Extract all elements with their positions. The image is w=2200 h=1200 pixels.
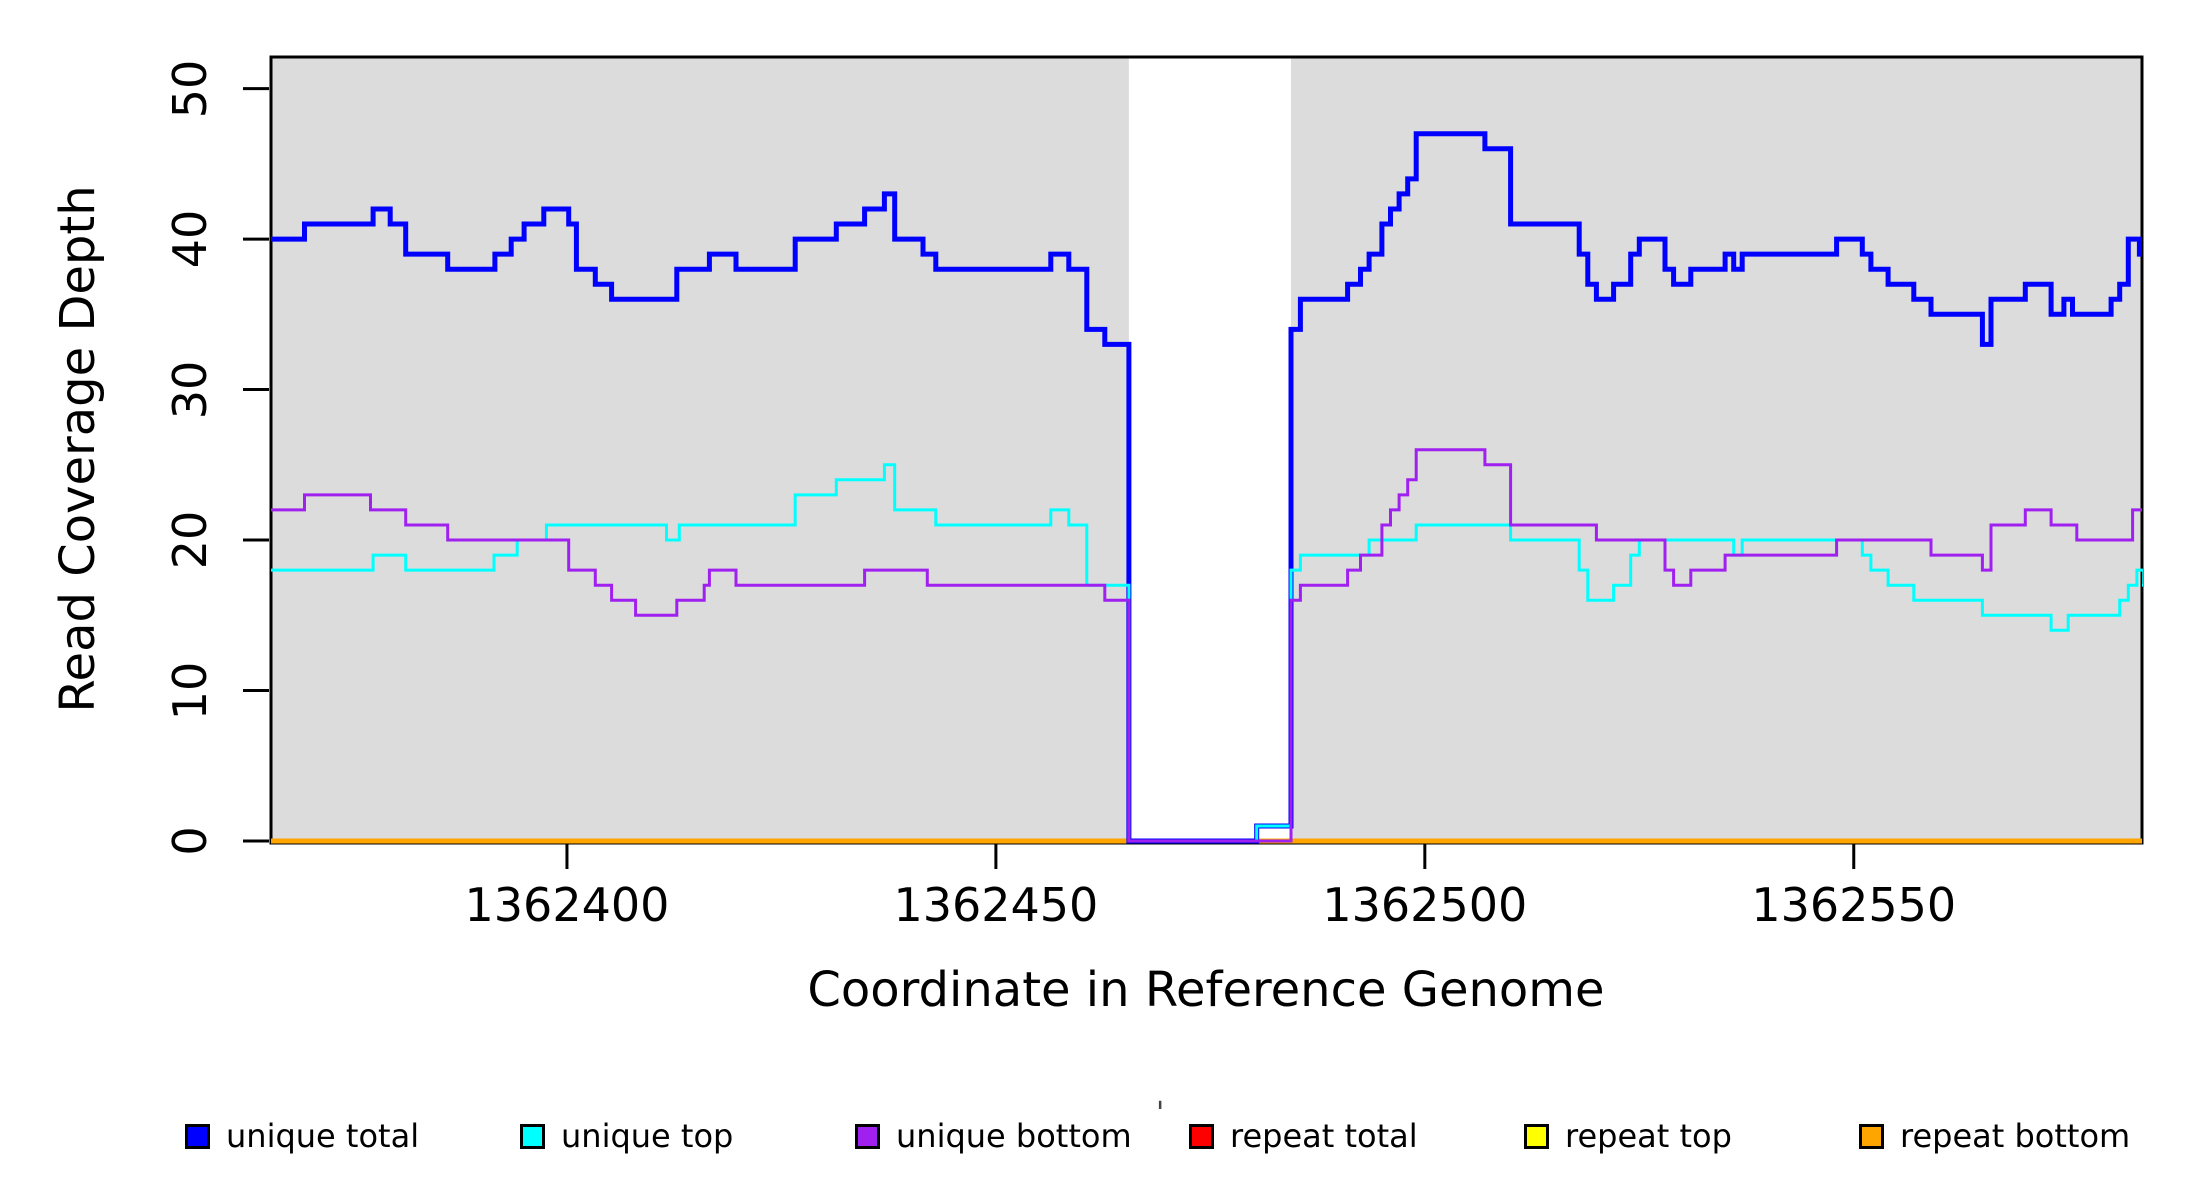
x-axis-title: Coordinate in Reference Genome xyxy=(807,962,1605,1018)
legend-swatch-repeat-bottom xyxy=(1859,1123,1884,1149)
legend-entry-repeat-top: repeat top xyxy=(1524,1117,1732,1155)
x-tick-label-1362500: 1362500 xyxy=(1322,878,1528,932)
legend-swatch-unique-bottom xyxy=(855,1123,880,1149)
x-tick-label-1362400: 1362400 xyxy=(464,878,670,932)
legend-label-unique-bottom: unique bottom xyxy=(896,1117,1132,1155)
legend-entry-unique-top: unique top xyxy=(520,1117,734,1155)
stray-mark: ' xyxy=(1156,1096,1165,1131)
legend-swatch-unique-top xyxy=(520,1123,545,1149)
y-tick-label-20: 20 xyxy=(163,510,217,570)
shaded-region-0 xyxy=(271,57,1129,843)
legend-swatch-unique-total xyxy=(185,1123,210,1149)
legend-label-repeat-top: repeat top xyxy=(1565,1117,1732,1155)
legend-entry-repeat-bottom: repeat bottom xyxy=(1859,1117,2131,1155)
legend-entry-unique-total: unique total xyxy=(185,1117,420,1155)
y-tick-label-40: 40 xyxy=(163,209,217,269)
y-tick-label-0: 0 xyxy=(163,826,217,856)
y-axis-title: Read Coverage Depth xyxy=(50,185,106,713)
y-tick-label-50: 50 xyxy=(163,59,217,118)
legend-label-unique-total: unique total xyxy=(226,1117,420,1155)
legend-label-repeat-total: repeat total xyxy=(1230,1117,1418,1155)
series-unique-bottom xyxy=(271,448,2142,843)
x-tick-label-1362450: 1362450 xyxy=(893,878,1099,932)
y-tick-label-30: 30 xyxy=(163,360,217,419)
legend-entry-repeat-total: repeat total xyxy=(1189,1117,1418,1155)
legend-label-unique-top: unique top xyxy=(561,1117,734,1155)
x-tick-label-1362550: 1362550 xyxy=(1751,878,1957,932)
legend-swatch-repeat-top xyxy=(1524,1123,1549,1149)
series-unique-top xyxy=(271,463,2143,843)
legend-label-repeat-bottom: repeat bottom xyxy=(1900,1117,2131,1155)
legend-entry-unique-bottom: unique bottom xyxy=(855,1117,1132,1155)
y-tick-label-10: 10 xyxy=(163,661,217,720)
series-unique-total xyxy=(271,131,2142,844)
legend-swatch-repeat-total xyxy=(1189,1123,1214,1149)
